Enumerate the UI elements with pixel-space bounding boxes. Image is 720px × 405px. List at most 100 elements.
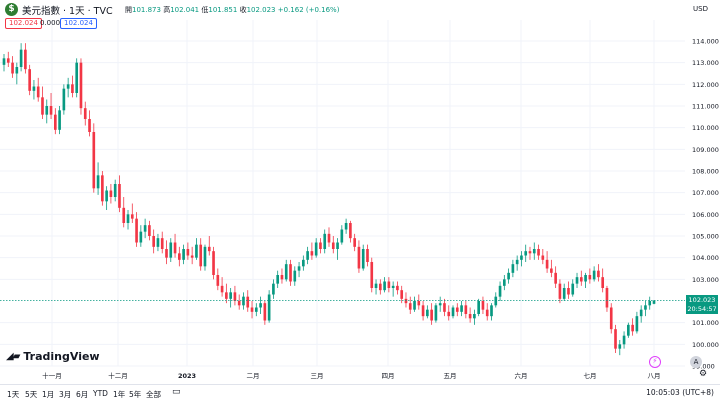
price-axis: 114.000 113.000 112.000 111.000 110.000 109.0… [692,38,719,371]
timeframe-all[interactable]: 全部 [146,390,161,399]
auto-scale-button[interactable]: A [690,356,702,368]
buy-button[interactable]: 102.024 [60,18,97,29]
candle-body [327,233,331,243]
high-label: 高 [163,6,171,14]
timeframe-1y[interactable]: 1年 [113,390,126,399]
candle-body [494,296,498,306]
candle-body [225,292,228,299]
close-value: 102.023 [246,6,276,14]
price-tick-label: 106.000 [692,211,719,219]
candle-body [584,275,587,282]
gear-icon[interactable]: ⚙ [699,369,708,379]
price-tick-label: 99.000 [692,363,715,371]
candle-body [558,283,562,299]
candle-body [609,307,613,330]
candle-body [160,238,164,249]
tradingview-logo[interactable]: ◢▰ TradingView [6,350,100,363]
candle-body [306,251,309,260]
candle-body [357,246,361,269]
candle-body [618,344,622,349]
candle-body [49,106,53,115]
candle-body [237,301,241,306]
candle-body [71,84,74,93]
currency-label[interactable]: USD [693,5,708,13]
candle-body [272,283,275,295]
candle-body [635,316,639,332]
candle-body [6,58,10,63]
open-label: 開 [125,6,132,14]
candle-body [178,253,181,260]
spread-value: 0.000 [40,19,61,27]
candle-body [79,62,83,109]
candle-body [490,305,493,317]
ohlc-legend: 開101.873 高102.041 低101.851 收102.023 +0.1… [125,5,339,15]
candle-body [575,277,579,284]
candle-body [562,288,566,299]
candle-body [413,301,416,310]
candle-body [468,314,472,319]
candle-body [421,305,425,317]
timeframe-1m[interactable]: 1月 [42,390,55,399]
candle-body [302,259,305,267]
candle-body [541,255,545,260]
candle-body [554,272,557,284]
candle-body [259,303,262,308]
candle-body [481,301,485,310]
timeframe-1d[interactable]: 1天 [7,390,20,399]
price-tick-label: 100.000 [692,341,719,349]
timeframe-ytd[interactable]: YTD [93,389,108,398]
clock-display[interactable]: 10:05:03 (UTC+8) [646,388,714,397]
candle-body [280,275,284,280]
candle-body [336,242,339,249]
timeframe-6m[interactable]: 6月 [76,390,89,399]
candle-body [314,242,318,256]
candle-body [169,242,173,258]
candle-body [28,69,31,91]
candle-body [455,307,459,312]
candle-body [96,175,100,189]
candle-body [58,110,61,130]
candle-body [434,305,438,321]
candle-body [545,259,549,269]
candle-body [340,229,344,243]
dollar-coin-icon: $ [5,3,18,16]
candle-body [370,262,374,288]
time-tick-label: 七月 [584,371,597,380]
chart-grid [0,20,685,367]
candle-body [426,309,429,317]
candle-body [460,305,463,312]
candle-body [331,242,335,249]
candle-body [387,281,391,288]
candle-body [515,259,519,265]
candle-body [353,238,356,247]
timeframe-5d[interactable]: 5天 [25,390,38,399]
time-tick-label: 四月 [382,372,395,380]
price-tick-label: 110.000 [692,124,719,132]
candle-body [250,307,254,312]
candle-body [66,84,70,89]
high-value: 102.041 [170,6,200,14]
candle-body [391,285,395,288]
candle-body [109,190,113,197]
candle-body [498,285,502,297]
candle-body [627,324,630,336]
candle-body [186,249,190,256]
candle-body [233,292,237,301]
sell-button[interactable]: 102.024 [5,18,42,29]
calendar-range-icon[interactable]: ▭ [172,387,181,397]
price-tick-label: 103.000 [692,276,719,284]
timeframe-3m[interactable]: 3月 [59,390,72,399]
candle-body [246,296,250,308]
candle-body [408,303,412,310]
candle-body [588,275,592,280]
candle-body [443,303,446,312]
candlestick-series [2,43,656,356]
symbol-title[interactable]: 美元指數 · 1天 · TVC [22,6,113,17]
candle-body [361,249,365,269]
lightning-icon[interactable]: ⚡ [649,356,661,368]
candle-body [83,108,87,119]
candle-body [53,114,57,130]
timeframe-5y[interactable]: 5年 [129,390,142,399]
price-tick-label: 114.000 [692,38,719,46]
